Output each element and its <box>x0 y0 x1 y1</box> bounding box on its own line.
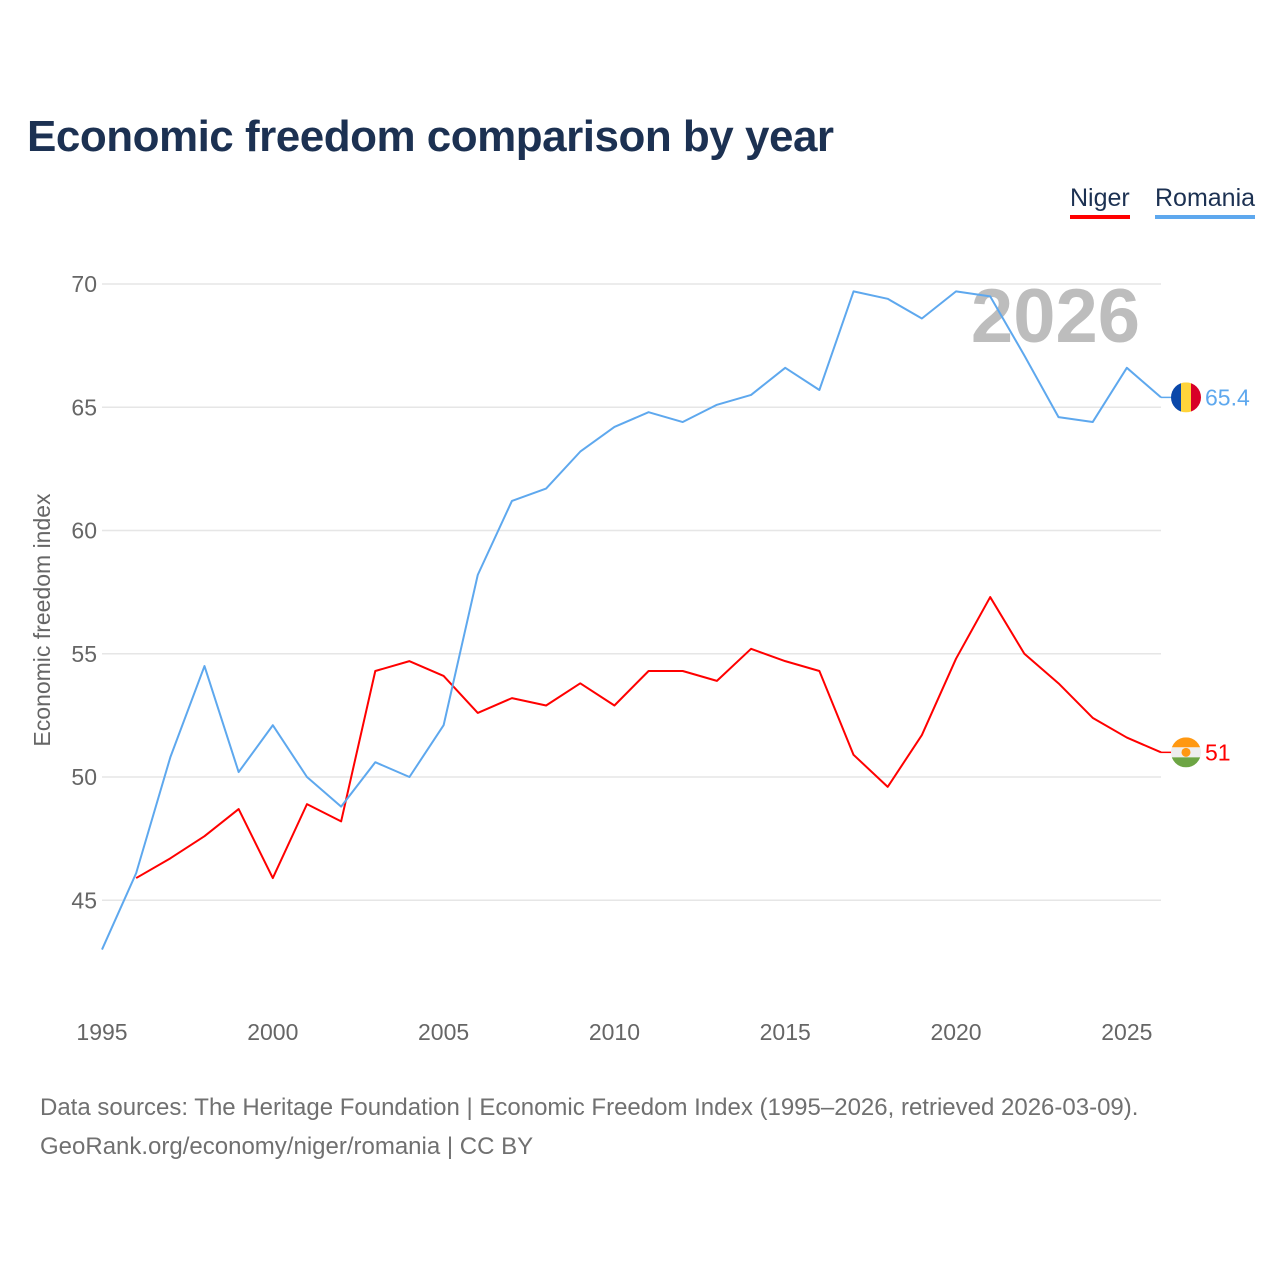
flag-sun <box>1181 747 1191 757</box>
flag-stripe <box>1171 757 1201 768</box>
source-line-1: Data sources: The Heritage Foundation | … <box>40 1094 1139 1121</box>
flag-romania-icon <box>1171 382 1201 413</box>
end-value-label: 65.4 <box>1205 384 1250 410</box>
x-tick-label: 2020 <box>930 1019 981 1045</box>
x-tick-label: 2010 <box>589 1019 640 1045</box>
series-line-niger <box>135 596 1162 880</box>
flag-stripe <box>1181 382 1191 413</box>
end-value-label: 51 <box>1205 739 1231 765</box>
flag-stripe <box>1171 382 1181 413</box>
flag-stripe <box>1171 737 1201 748</box>
source-line-2[interactable]: GeoRank.org/economy/niger/romania | CC B… <box>40 1133 534 1160</box>
x-tick-label: 2000 <box>247 1019 298 1045</box>
flag-body <box>1171 382 1201 413</box>
series-line-romania <box>101 290 1162 950</box>
y-tick-label: 45 <box>71 887 97 913</box>
legend-item-romania[interactable]: Romania <box>1155 184 1256 219</box>
year-watermark: 2026 <box>971 274 1140 359</box>
flag-body <box>1171 737 1201 768</box>
y-tick-label: 55 <box>71 641 97 667</box>
y-tick-label: 50 <box>71 764 97 790</box>
x-tick-label: 2025 <box>1101 1019 1152 1045</box>
x-tick-label: 1995 <box>76 1019 127 1045</box>
y-tick-label: 65 <box>71 394 97 420</box>
x-tick-label: 2015 <box>760 1019 811 1045</box>
x-tick-label: 2005 <box>418 1019 469 1045</box>
legend-item-niger[interactable]: Niger <box>1070 184 1130 219</box>
y-tick-label: 60 <box>71 518 97 544</box>
source-note: Data sources: The Heritage Foundation | … <box>40 1088 1138 1166</box>
flag-stripe <box>1191 382 1201 413</box>
flag-niger-icon <box>1171 737 1201 768</box>
y-axis-label: Economic freedom index <box>29 493 55 747</box>
chart-title: Economic freedom comparison by year <box>27 112 834 161</box>
y-tick-label: 70 <box>71 271 97 297</box>
